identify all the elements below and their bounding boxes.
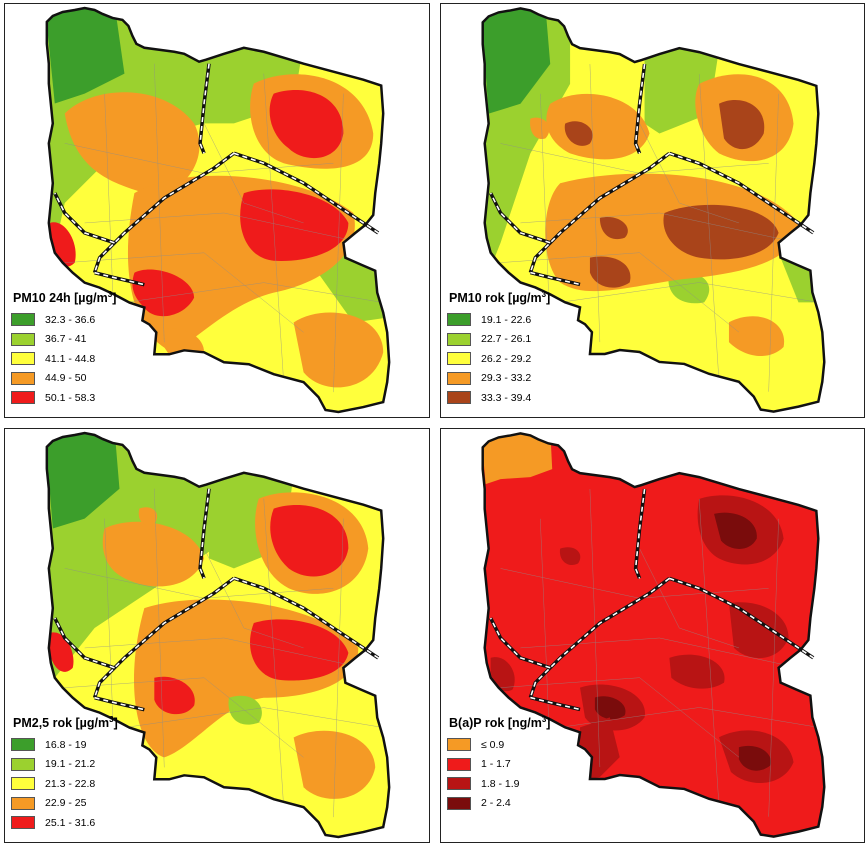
legend-item: 29.3 - 33.2 — [447, 369, 550, 389]
legend-item: 22.7 - 26.1 — [447, 330, 550, 350]
legend-label: 22.7 - 26.1 — [481, 333, 532, 346]
legend-item: 26.2 - 29.2 — [447, 349, 550, 369]
pm25-rok-map — [45, 431, 391, 839]
map-panel-pm10-rok: PM10 rok [µg/m3] 19.1 - 22.6 22.7 - 26.1… — [440, 3, 865, 418]
legend-swatch — [11, 738, 35, 752]
map-panel-bap-rok: B(a)P rok [ng/m3] ≤ 0.9 1 - 1.7 1.8 - 1.… — [440, 428, 865, 843]
map-panel-pm10-24h: PM10 24h [µg/m3] 32.3 - 36.6 36.7 - 41 4… — [4, 3, 430, 418]
legend-item: ≤ 0.9 — [447, 735, 550, 755]
legend-label: 22.9 - 25 — [45, 797, 87, 810]
bap-rok-map — [481, 432, 826, 838]
legend-item: 21.3 - 22.8 — [11, 774, 118, 794]
legend-item: 2 - 2.4 — [447, 794, 550, 814]
legend-swatch — [447, 757, 471, 771]
legend-swatch — [11, 313, 35, 327]
legend-swatch — [447, 332, 471, 346]
legend-item: 1 - 1.7 — [447, 755, 550, 775]
legend-swatch — [11, 816, 35, 830]
legend-swatch — [11, 777, 35, 791]
legend: PM10 24h [µg/m3] 32.3 - 36.6 36.7 - 41 4… — [11, 290, 116, 408]
legend-label: 1.8 - 1.9 — [481, 777, 520, 790]
legend-item: 1.8 - 1.9 — [447, 774, 550, 794]
pm10-rok-map — [481, 7, 826, 413]
map-panel-pm25-rok: PM2,5 rok [µg/m3] 16.8 - 19 19.1 - 21.2 … — [4, 428, 430, 843]
legend: PM10 rok [µg/m3] 19.1 - 22.6 22.7 - 26.1… — [447, 290, 550, 408]
legend: B(a)P rok [ng/m3] ≤ 0.9 1 - 1.7 1.8 - 1.… — [447, 715, 550, 813]
legend-title: PM10 24h [µg/m3] — [13, 290, 117, 306]
legend-item: 19.1 - 22.6 — [447, 310, 550, 330]
legend-swatch — [11, 391, 35, 405]
legend-label: 44.9 - 50 — [45, 372, 87, 385]
legend-label: ≤ 0.9 — [481, 738, 505, 751]
legend: PM2,5 rok [µg/m3] 16.8 - 19 19.1 - 21.2 … — [11, 715, 118, 833]
legend-label: 29.3 - 33.2 — [481, 372, 532, 385]
legend-item: 16.8 - 19 — [11, 735, 118, 755]
legend-item: 33.3 - 39.4 — [447, 388, 550, 408]
legend-swatch — [447, 391, 471, 405]
legend-swatch — [11, 352, 35, 366]
legend-label: 25.1 - 31.6 — [45, 816, 96, 829]
legend-label: 41.1 - 44.8 — [45, 352, 96, 365]
legend-item: 36.7 - 41 — [11, 330, 116, 350]
legend-label: 26.2 - 29.2 — [481, 352, 532, 365]
legend-swatch — [447, 371, 471, 385]
legend-item: 41.1 - 44.8 — [11, 349, 116, 369]
legend-swatch — [447, 777, 471, 791]
legend-label: 36.7 - 41 — [45, 333, 87, 346]
legend-swatch — [11, 796, 35, 810]
legend-title: PM2,5 rok [µg/m3] — [13, 715, 118, 731]
legend-swatch — [11, 332, 35, 346]
legend-label: 21.3 - 22.8 — [45, 777, 96, 790]
legend-label: 16.8 - 19 — [45, 738, 87, 751]
legend-title: PM10 rok [µg/m3] — [449, 290, 551, 306]
legend-label: 32.3 - 36.6 — [45, 313, 96, 326]
legend-item: 32.3 - 36.6 — [11, 310, 116, 330]
legend-swatch — [447, 352, 471, 366]
legend-swatch — [447, 796, 471, 810]
legend-title: B(a)P rok [ng/m3] — [449, 715, 551, 731]
pm10-24h-map — [45, 6, 391, 414]
legend-swatch — [11, 371, 35, 385]
legend-label: 2 - 2.4 — [481, 797, 511, 810]
legend-item: 25.1 - 31.6 — [11, 813, 118, 833]
legend-swatch — [447, 313, 471, 327]
legend-label: 50.1 - 58.3 — [45, 391, 96, 404]
legend-label: 1 - 1.7 — [481, 758, 511, 771]
legend-item: 19.1 - 21.2 — [11, 755, 118, 775]
legend-label: 33.3 - 39.4 — [481, 391, 532, 404]
legend-item: 50.1 - 58.3 — [11, 388, 116, 408]
legend-label: 19.1 - 22.6 — [481, 313, 532, 326]
legend-swatch — [447, 738, 471, 752]
legend-swatch — [11, 757, 35, 771]
legend-label: 19.1 - 21.2 — [45, 758, 96, 771]
legend-item: 44.9 - 50 — [11, 369, 116, 389]
legend-item: 22.9 - 25 — [11, 794, 118, 814]
